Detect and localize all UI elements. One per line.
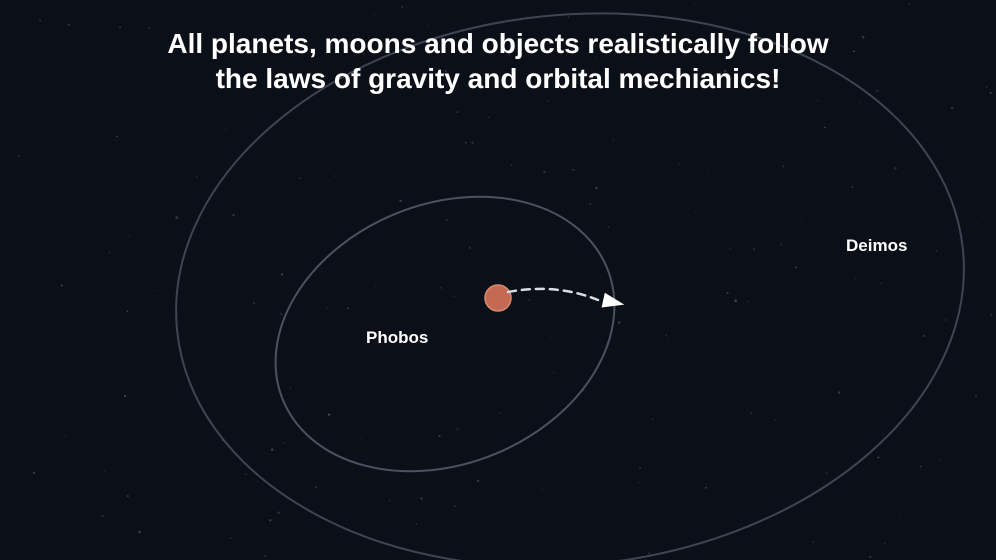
orbital-diagram: All planets, moons and objects realistic…: [0, 0, 996, 560]
planet-mars: [485, 285, 511, 311]
deimos-label: Deimos: [846, 236, 907, 256]
phobos-label: Phobos: [366, 328, 428, 348]
headline-text: All planets, moons and objects realistic…: [0, 26, 996, 96]
